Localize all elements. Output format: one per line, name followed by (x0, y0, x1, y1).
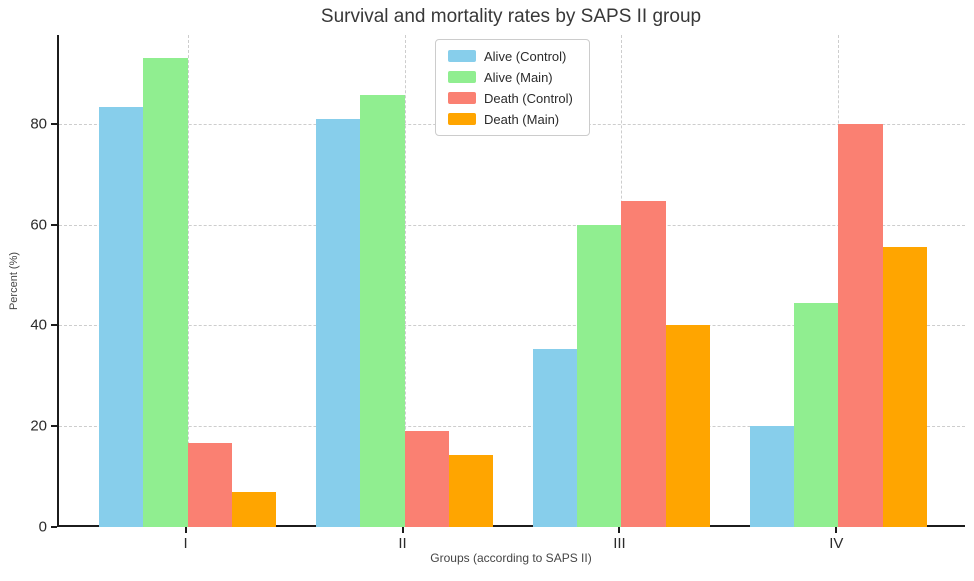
bar-alive-control-group-iv (749, 426, 794, 527)
legend-label: Death (Control) (484, 90, 573, 106)
y-tick-mark-60 (51, 223, 57, 226)
bar-death-main-group-iv (882, 246, 928, 527)
bar-death-control-group-iii (621, 200, 666, 527)
x-tick-mark-iii (618, 527, 621, 533)
y-tick-label-0: 0 (38, 518, 47, 536)
bar-death-control-group-i (187, 442, 233, 527)
x-tick-mark-ii (401, 527, 404, 533)
y-tick-label-40: 40 (30, 316, 47, 334)
y-tick-label-20: 20 (30, 417, 47, 435)
x-tick-mark-iv (835, 527, 838, 533)
bar-alive-main-group-i (143, 58, 188, 527)
h-gridline-20 (59, 426, 965, 428)
bar-alive-control-group-iii (532, 349, 578, 527)
legend-swatch-death-control (448, 92, 476, 104)
legend-item-alive-control: Alive (Control) (448, 47, 579, 65)
legend: Alive (Control) Alive (Main) Death (Cont… (435, 39, 590, 136)
bar-death-main-group-i (232, 491, 277, 527)
x-tick-label-iii: III (613, 535, 626, 552)
legend-item-death-control: Death (Control) (448, 89, 579, 107)
bar-death-main-group-iii (665, 325, 711, 527)
legend-label: Alive (Control) (484, 48, 567, 64)
y-tick-mark-20 (51, 425, 57, 428)
x-tick-label-iv: IV (829, 535, 844, 552)
y-axis-label: Percent (%) (8, 251, 20, 311)
legend-swatch-alive-main (448, 71, 476, 83)
legend-item-death-main: Death (Main) (448, 110, 579, 128)
bar-death-main-group-ii (448, 454, 494, 527)
x-tick-label-i: I (183, 535, 188, 552)
y-tick-label-80: 80 (30, 115, 47, 133)
y-tick-mark-0 (51, 526, 57, 528)
h-gridline-60 (59, 224, 965, 226)
v-gridline-i (187, 35, 189, 525)
bar-alive-control-group-i (98, 107, 144, 527)
y-tick-mark-80 (51, 122, 57, 125)
bar-death-control-group-ii (404, 431, 449, 527)
bar-alive-main-group-ii (360, 94, 405, 527)
legend-item-alive-main: Alive (Main) (448, 68, 579, 86)
bar-alive-control-group-ii (315, 118, 361, 527)
x-axis-label: Groups (according to SAPS II) (430, 551, 592, 565)
legend-swatch-alive-control (448, 50, 476, 62)
plot-area (57, 35, 965, 527)
legend-label: Alive (Main) (484, 69, 553, 85)
x-tick-label-ii: II (398, 535, 407, 552)
legend-label: Death (Main) (484, 111, 560, 127)
chart-title: Survival and mortality rates by SAPS II … (320, 6, 702, 27)
legend-swatch-death-main (448, 113, 476, 125)
y-tick-mark-40 (51, 324, 57, 327)
bar-alive-main-group-iv (793, 303, 839, 527)
h-gridline-40 (59, 325, 965, 327)
x-tick-mark-i (184, 527, 187, 533)
bar-alive-main-group-iii (577, 224, 622, 527)
y-tick-label-60: 60 (30, 216, 47, 234)
bar-death-control-group-iv (838, 123, 883, 527)
v-gridline-ii (404, 35, 406, 525)
